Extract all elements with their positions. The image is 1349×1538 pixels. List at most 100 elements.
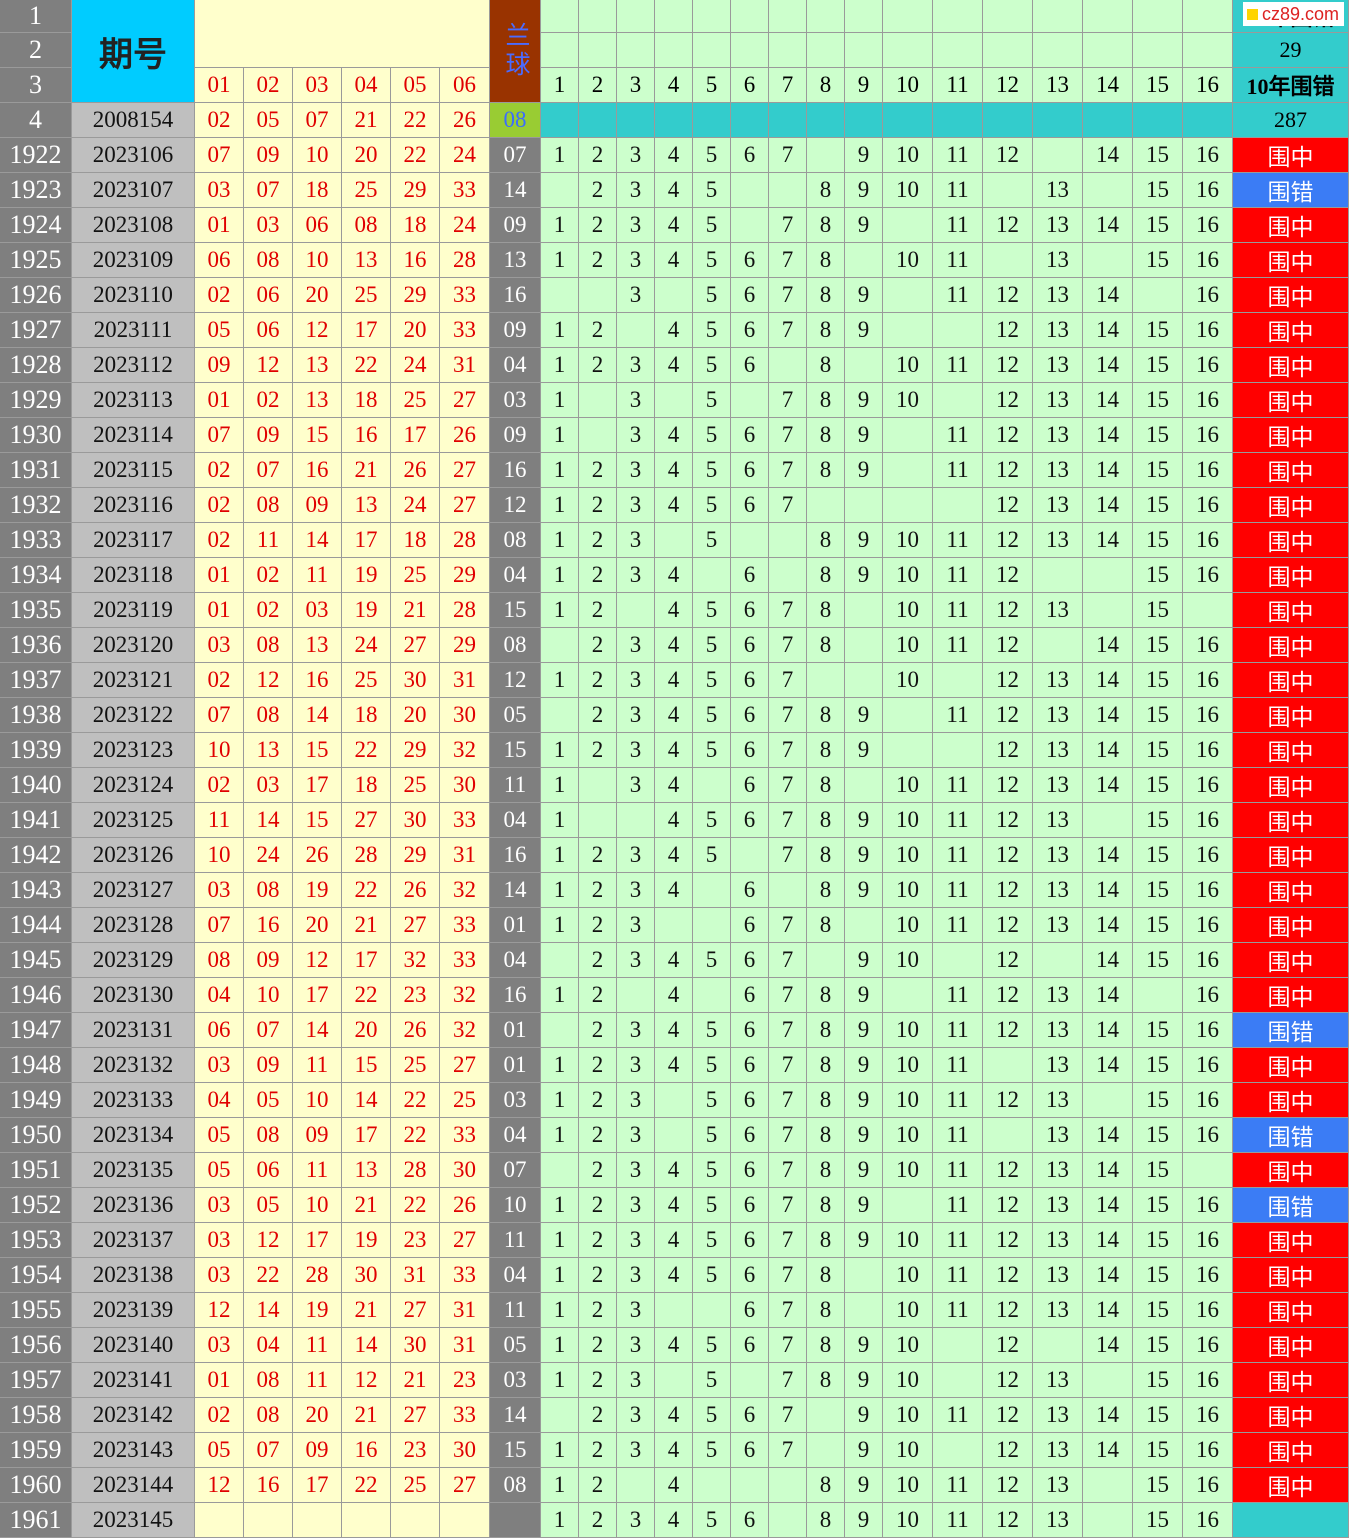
hit <box>731 1363 769 1398</box>
hit: 10 <box>883 838 933 873</box>
red-ball: 22 <box>342 348 391 383</box>
hit <box>1183 593 1233 628</box>
row-number: 1959 <box>0 1433 72 1468</box>
hit: 11 <box>933 278 983 313</box>
hit: 1 <box>541 838 579 873</box>
row-number: 1932 <box>0 488 72 523</box>
hit <box>1183 1153 1233 1188</box>
row-number: 4 <box>0 103 72 138</box>
red-ball: 01 <box>195 1363 244 1398</box>
red-ball: 33 <box>440 908 490 943</box>
hit <box>845 663 883 698</box>
issue: 2023109 <box>72 243 195 278</box>
hit: 8 <box>807 1223 845 1258</box>
hit: 3 <box>617 418 655 453</box>
red-ball: 02 <box>195 453 244 488</box>
hit: 3 <box>617 1293 655 1328</box>
red-ball: 12 <box>293 313 342 348</box>
hit: 11 <box>933 453 983 488</box>
hit: 5 <box>693 453 731 488</box>
row-number: 1925 <box>0 243 72 278</box>
hit: 5 <box>693 628 731 663</box>
result: 围中 <box>1233 453 1349 488</box>
red-ball: 09 <box>244 138 293 173</box>
column-label: 8 <box>807 68 845 103</box>
column-blank <box>693 103 731 138</box>
red-ball: 18 <box>342 383 391 418</box>
red-ball: 33 <box>440 173 490 208</box>
hit: 15 <box>1133 593 1183 628</box>
hit <box>617 1468 655 1503</box>
hit: 12 <box>983 1188 1033 1223</box>
hit: 14 <box>1083 663 1133 698</box>
hit: 4 <box>655 1328 693 1363</box>
hit <box>655 1363 693 1398</box>
hit: 10 <box>883 1048 933 1083</box>
hit: 2 <box>579 978 617 1013</box>
blue-ball: 04 <box>490 1258 541 1293</box>
column-label: 6 <box>731 68 769 103</box>
red-ball: 23 <box>391 978 440 1013</box>
hit: 3 <box>617 1363 655 1398</box>
red-ball: 28 <box>342 838 391 873</box>
red-ball: 03 <box>195 1048 244 1083</box>
issue: 2023107 <box>72 173 195 208</box>
hit: 1 <box>541 663 579 698</box>
blue-ball: 14 <box>490 873 541 908</box>
result: 围中 <box>1233 873 1349 908</box>
hit: 1 <box>541 1468 579 1503</box>
hit: 8 <box>807 173 845 208</box>
hit: 12 <box>983 1258 1033 1293</box>
red-ball: 06 <box>293 208 342 243</box>
red-ball: 06 <box>195 243 244 278</box>
hit <box>693 908 731 943</box>
hit: 6 <box>731 803 769 838</box>
hit: 14 <box>1083 1223 1133 1258</box>
hit: 3 <box>617 1188 655 1223</box>
hit: 8 <box>807 313 845 348</box>
hit: 2 <box>579 208 617 243</box>
hit: 5 <box>693 943 731 978</box>
red-ball: 09 <box>293 1433 342 1468</box>
red-ball: 31 <box>440 1328 490 1363</box>
red-ball: 08 <box>244 1398 293 1433</box>
red-ball: 20 <box>342 1013 391 1048</box>
row-number: 1935 <box>0 593 72 628</box>
hit <box>883 418 933 453</box>
row-number: 1943 <box>0 873 72 908</box>
hit: 1 <box>541 1293 579 1328</box>
red-ball: 03 <box>195 628 244 663</box>
red-ball: 23 <box>391 1433 440 1468</box>
hit: 2 <box>579 628 617 663</box>
hit: 7 <box>769 593 807 628</box>
red-ball: 21 <box>342 1293 391 1328</box>
hit <box>845 348 883 383</box>
red-ball: 16 <box>293 453 342 488</box>
red-ball: 27 <box>391 1398 440 1433</box>
blue-ball: 04 <box>490 348 541 383</box>
hit: 13 <box>1033 663 1083 698</box>
hit: 8 <box>807 243 845 278</box>
hit: 12 <box>983 208 1033 243</box>
hit: 2 <box>579 698 617 733</box>
hit: 11 <box>933 698 983 733</box>
red-ball: 07 <box>244 1433 293 1468</box>
result: 围中 <box>1233 523 1349 558</box>
row-number: 1945 <box>0 943 72 978</box>
red-ball: 09 <box>244 1048 293 1083</box>
issue: 2023112 <box>72 348 195 383</box>
hit: 3 <box>617 1223 655 1258</box>
red-ball: 10 <box>195 733 244 768</box>
blue-ball: 01 <box>490 1048 541 1083</box>
hit: 16 <box>1183 1258 1233 1293</box>
hit <box>807 943 845 978</box>
hit <box>617 593 655 628</box>
issue: 2023115 <box>72 453 195 488</box>
hit <box>933 733 983 768</box>
blue-ball: 15 <box>490 1433 541 1468</box>
column-blank <box>845 33 883 68</box>
row-number: 1938 <box>0 698 72 733</box>
hit: 9 <box>845 558 883 593</box>
red-ball: 03 <box>244 208 293 243</box>
hit: 16 <box>1183 558 1233 593</box>
